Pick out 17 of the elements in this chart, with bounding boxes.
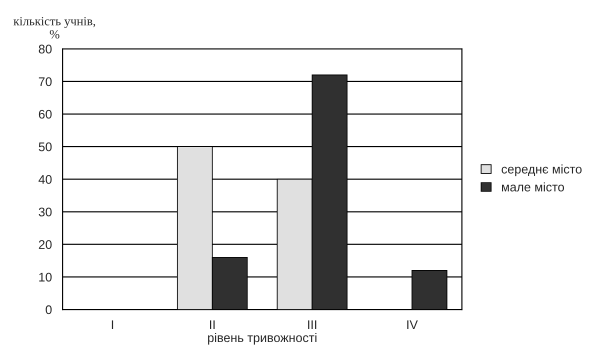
- y-tick-label: 0: [46, 305, 52, 314]
- y-axis-title: кількість учнів, %: [14, 17, 96, 39]
- y-tick-label: 70: [38, 77, 52, 86]
- y-tick-label: 50: [38, 142, 52, 152]
- x-tick-label: II: [210, 320, 215, 329]
- x-tick-label: III: [308, 320, 316, 329]
- y-tick-label: 10: [39, 272, 52, 282]
- x-tick-label: I: [112, 320, 114, 329]
- y-tick-label: 80: [38, 44, 52, 54]
- y-tick-label: 20: [38, 240, 52, 249]
- legend-label: середнє місто: [502, 164, 582, 176]
- y-tick-label: 60: [38, 110, 52, 119]
- x-axis-title: рівень тривожності: [208, 332, 316, 345]
- y-tick-label: 40: [38, 174, 52, 184]
- legend-label: мале місто: [502, 182, 564, 192]
- y-tick-label: 30: [38, 208, 52, 216]
- x-tick-label: IV: [407, 320, 418, 329]
